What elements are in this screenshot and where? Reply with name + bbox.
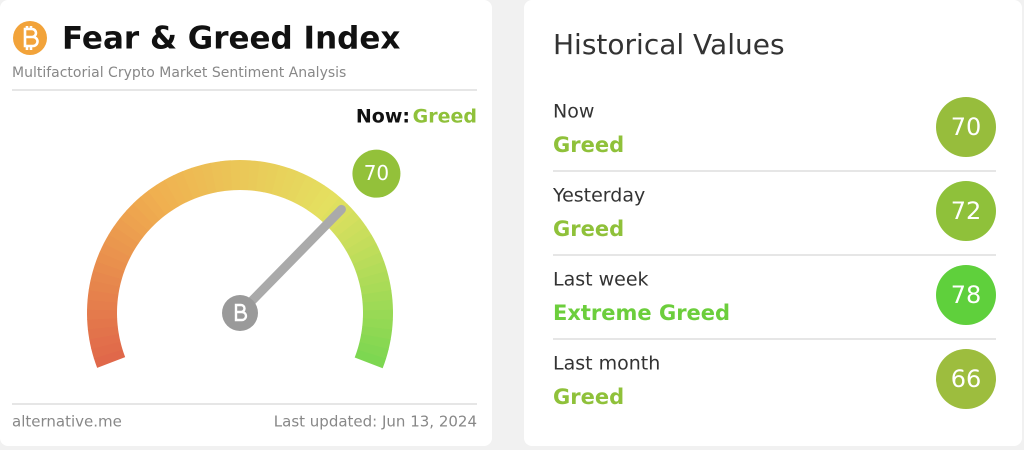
arc-segment: [104, 283, 106, 292]
title: Fear & Greed Index: [62, 21, 400, 57]
subtitle: Multifactorial Crypto Market Sentiment A…: [12, 65, 346, 81]
arc-segment: [103, 292, 104, 301]
arc-segment: [137, 214, 143, 221]
row-value: 70: [951, 113, 982, 141]
row-value: 66: [951, 365, 982, 393]
source: alternative.me: [12, 413, 122, 431]
arc-segment: [359, 242, 364, 250]
arc-segment: [258, 176, 267, 178]
arc-segment: [249, 175, 258, 176]
row-label: Yesterday: [552, 185, 645, 207]
arc-segment: [103, 327, 104, 336]
arc-segment: [377, 319, 378, 328]
row-classification: Greed: [553, 217, 624, 241]
arc-segment: [316, 198, 324, 203]
arc-segment: [132, 221, 138, 228]
row-value: 72: [951, 197, 982, 225]
arc-segment: [222, 175, 231, 176]
arc-segment: [354, 235, 359, 243]
arc-segment: [213, 176, 222, 177]
arc-segment: [376, 292, 377, 301]
arc-segment: [367, 258, 370, 267]
row-label: Last month: [553, 353, 660, 375]
arc-segment: [375, 284, 377, 293]
arc-segment: [205, 177, 214, 179]
arc-segment: [196, 179, 205, 182]
now-classification: Greed: [413, 106, 477, 128]
row-classification: Greed: [553, 385, 624, 409]
now-label: Now:: [356, 106, 410, 128]
history-title: Historical Values: [553, 28, 785, 61]
arc-segment: [376, 328, 377, 337]
arc-segment: [275, 180, 284, 183]
gauge-value: 70: [364, 161, 389, 185]
arc-segment: [308, 193, 316, 198]
arc-segment: [102, 319, 103, 328]
arc-segment: [363, 250, 367, 258]
arc-segment: [164, 193, 172, 198]
arc-segment: [372, 345, 375, 354]
arc-segment: [121, 234, 126, 242]
row-classification: Greed: [553, 133, 624, 157]
arc-segment: [323, 203, 330, 209]
arc-segment: [369, 354, 372, 363]
row-classification: Extreme Greed: [553, 301, 730, 325]
arc-segment: [343, 221, 349, 228]
arc-segment: [373, 275, 375, 284]
arc-segment: [150, 203, 157, 209]
arc-segment: [188, 182, 197, 185]
row-label: Now: [553, 101, 594, 123]
arc-segment: [348, 228, 354, 236]
arc-segment: [374, 337, 376, 346]
arc-segment: [126, 227, 132, 235]
arc-segment: [106, 345, 108, 354]
arc-segment: [107, 266, 110, 275]
arc-segment: [157, 197, 165, 202]
arc-segment: [104, 336, 106, 345]
arc-segment: [105, 275, 107, 284]
last-updated: Last updated: Jun 13, 2024: [274, 413, 477, 431]
arc-segment: [300, 189, 308, 193]
arc-segment: [370, 266, 373, 275]
arc-segment: [180, 185, 189, 189]
bitcoin-glyph: [25, 26, 38, 50]
arc-segment: [267, 178, 276, 180]
row-label: Last week: [553, 269, 649, 291]
arc-segment: [143, 208, 150, 214]
arc-segment: [284, 182, 293, 185]
arc-segment: [108, 354, 111, 363]
arc-segment: [292, 185, 301, 189]
arc-segment: [113, 250, 117, 258]
arc-segment: [102, 301, 103, 310]
row-value: 78: [951, 281, 982, 309]
arc-segment: [117, 242, 122, 250]
arc-segment: [110, 258, 113, 267]
arc-segment: [172, 189, 180, 193]
